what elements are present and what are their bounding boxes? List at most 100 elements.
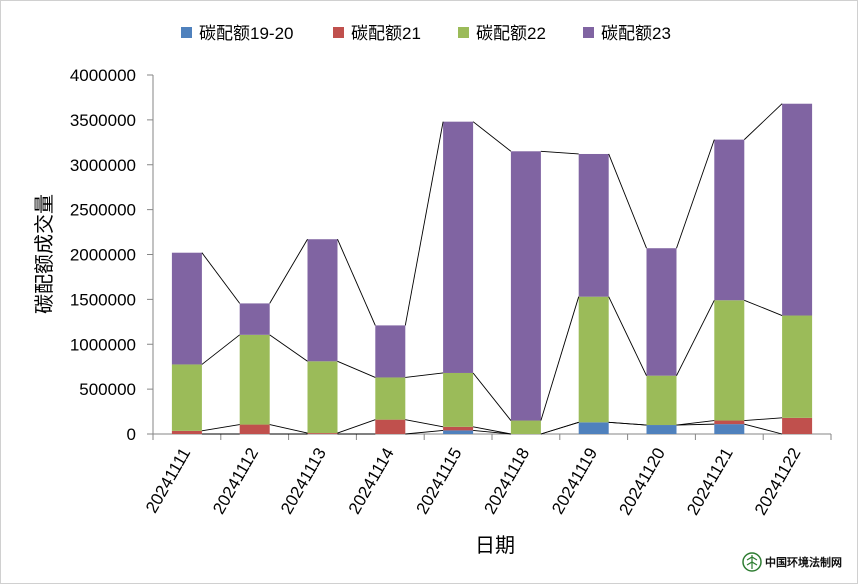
bar-segment <box>171 252 202 365</box>
bar-segment <box>171 430 202 434</box>
bar-segment <box>646 248 677 376</box>
legend-swatch <box>181 27 192 38</box>
bar-segment <box>782 103 813 316</box>
series-line <box>404 121 444 326</box>
series-line <box>269 334 308 362</box>
legend: 碳配额19-20 碳配额21 碳配额22 碳配额23 <box>181 24 671 43</box>
series-line <box>201 424 240 432</box>
series-line <box>472 121 512 152</box>
series-line <box>540 296 580 421</box>
series-line <box>201 334 240 365</box>
y-tick-label: 1000000 <box>70 335 136 354</box>
watermark-text: 中国环境法制网 <box>765 555 842 569</box>
x-tick-label: 20241112 <box>209 445 262 518</box>
bar-segment <box>510 151 541 421</box>
bar-segment <box>578 296 609 423</box>
legend-swatch <box>333 27 344 38</box>
x-tick-label: 20241121 <box>683 445 737 519</box>
x-tick-label: 20241118 <box>480 445 533 518</box>
bar-segment <box>239 424 270 434</box>
series-line <box>337 419 376 434</box>
x-tick-label: 20241115 <box>413 444 466 517</box>
series-line <box>337 360 376 378</box>
y-tick-label: 3500000 <box>70 111 136 130</box>
watermark: 中国环境法制网 <box>742 552 842 572</box>
bar-segment <box>239 334 270 425</box>
bar-segment <box>443 430 474 434</box>
series-line <box>405 429 444 435</box>
y-tick-label: 2500000 <box>70 201 136 220</box>
legend-label: 碳配额19-20 <box>199 24 293 43</box>
series-line <box>744 423 783 435</box>
series-lines <box>201 103 783 435</box>
legend-swatch <box>458 27 469 38</box>
y-tick-label: 3000000 <box>70 156 136 175</box>
bar-segment <box>443 372 474 427</box>
bar-segment <box>714 300 745 421</box>
y-tick-label: 1500000 <box>70 290 136 309</box>
bar-segment <box>714 420 745 425</box>
bar-segment <box>782 315 813 418</box>
bar-segment <box>714 139 745 301</box>
series-line <box>540 421 579 435</box>
bar-segment <box>375 325 406 378</box>
bar-segment <box>646 375 677 426</box>
bar-segment <box>375 419 406 434</box>
x-axis-title: 日期 <box>475 533 515 557</box>
series-line <box>405 372 444 378</box>
series-line <box>473 426 511 435</box>
bar-segment <box>646 425 677 434</box>
series-line <box>269 424 308 434</box>
series-line <box>337 239 376 326</box>
series-line <box>743 103 783 140</box>
bar-segment <box>171 364 202 431</box>
series-line <box>608 296 647 376</box>
watermark-leaf-icon <box>746 555 758 569</box>
x-tick-label: 20241114 <box>345 445 398 518</box>
series-line <box>405 419 444 428</box>
bar-segment <box>307 361 338 434</box>
bar-segment <box>307 239 338 362</box>
bar-segment <box>714 424 745 434</box>
bar-segment <box>239 303 270 335</box>
legend-swatch <box>583 27 594 38</box>
series-line <box>676 423 715 426</box>
x-tick-label: 20241113 <box>277 445 330 518</box>
y-tick-label: 4000000 <box>70 66 136 85</box>
series-line <box>201 252 241 304</box>
bar-segment <box>782 417 813 434</box>
y-axis-title: 碳配额成交量 <box>32 194 56 314</box>
legend-label: 碳配额21 <box>351 24 421 43</box>
series-line <box>744 299 783 316</box>
series-line <box>473 429 511 435</box>
series-line <box>676 139 715 249</box>
bars <box>171 103 813 434</box>
bar-segment <box>443 426 474 431</box>
x-tick-label: 20241122 <box>751 445 805 519</box>
x-axis: 20241111 20241112 20241113 20241114 20241115… <box>142 433 832 519</box>
x-tick-label: 20241111 <box>142 445 194 517</box>
series-line <box>269 239 308 304</box>
series-line <box>608 421 647 426</box>
watermark-logo-icon <box>742 552 762 572</box>
series-line <box>676 300 715 376</box>
series-line <box>608 153 647 249</box>
y-tick-label: 500000 <box>79 380 136 399</box>
series-line <box>540 150 579 155</box>
bar-segment <box>375 377 406 420</box>
series-line <box>744 417 783 421</box>
bar-segment <box>307 433 338 434</box>
y-tick-label: 0 <box>127 425 136 444</box>
bar-segment <box>578 422 609 434</box>
legend-label: 碳配额23 <box>601 24 671 43</box>
y-tick-label: 2000000 <box>70 246 136 265</box>
legend-label: 碳配额22 <box>476 24 546 43</box>
y-axis: 0 500000 1000000 1500000 2000000 2500000 30000… <box>70 66 154 444</box>
bar-segment <box>510 420 541 434</box>
series-line <box>676 420 715 426</box>
bar-segment <box>578 153 609 297</box>
bar-segment <box>443 121 474 373</box>
series-line <box>472 372 512 421</box>
